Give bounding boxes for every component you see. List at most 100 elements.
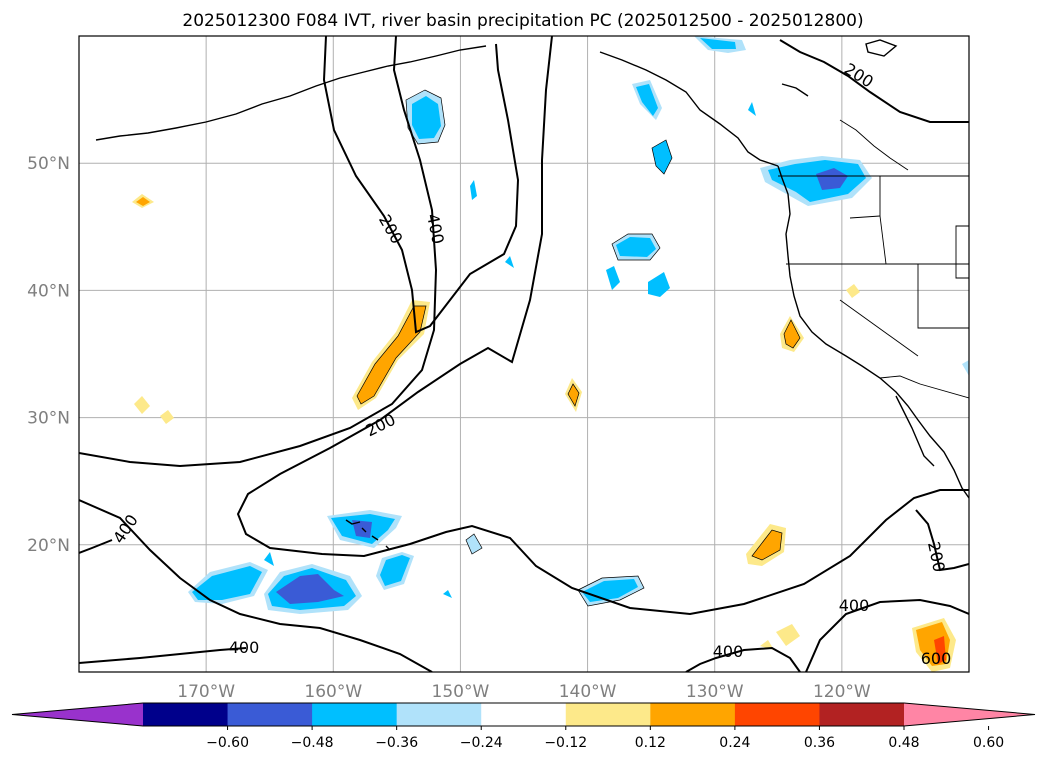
colorbar-segment — [819, 703, 905, 726]
state-border — [955, 225, 969, 279]
colorbar-tick-label: −0.48 — [291, 735, 334, 751]
lon-tick-label: 140°W — [559, 682, 617, 702]
lake-outline — [865, 39, 898, 57]
pos-anomaly-region — [357, 306, 426, 404]
state-border — [839, 299, 919, 357]
neg-strong-region — [816, 168, 848, 190]
pos-anomaly-region — [160, 410, 174, 424]
pos-anomaly-region — [784, 320, 800, 348]
lon-tick-label: 170°W — [177, 682, 235, 702]
anomaly-outlines — [356, 89, 801, 607]
lat-tick-label: 50°N — [27, 154, 70, 174]
neg-anomaly-region — [192, 566, 262, 600]
lon-tick-label: 130°W — [686, 682, 744, 702]
neg-strong-region — [276, 574, 344, 604]
colorbar-segment — [227, 703, 313, 726]
anomaly-outline — [465, 533, 483, 555]
colorbar-extend-low — [12, 703, 143, 726]
ivt-contour-400 — [805, 598, 969, 672]
lat-tick-label: 40°N — [27, 281, 70, 301]
neg-anomaly-region — [616, 237, 656, 257]
colorbar-tick-label: 0.12 — [635, 735, 666, 751]
alaska-bc-coastline — [599, 51, 779, 167]
colorbar-tick-label: 0.24 — [719, 735, 750, 751]
pos-anomaly-region — [776, 624, 800, 646]
lon-tick-label: 120°W — [813, 682, 871, 702]
lon-tick-label: 150°W — [432, 682, 490, 702]
colorbar-outline — [11, 702, 1036, 727]
neg-anomaly-region — [443, 590, 452, 598]
colorbar-tick-label: −0.60 — [206, 735, 249, 751]
colorbar-segment — [650, 703, 736, 726]
neg-anomaly-region — [636, 84, 658, 116]
colorbar-segment — [734, 703, 820, 726]
latitude-labels: 20°N 30°N 40°N 50°N — [27, 154, 70, 556]
pos-anomaly-region — [752, 530, 782, 560]
contour-label: 400 — [229, 638, 260, 657]
anomaly-outline — [783, 319, 801, 349]
neg-strong-region — [352, 520, 372, 538]
anomaly-outline — [567, 383, 580, 407]
neg-anomaly-region — [648, 272, 670, 297]
state-border — [849, 215, 881, 219]
colorbar-tick-label: −0.24 — [460, 735, 503, 751]
colorbar-segment — [565, 703, 651, 726]
province-border — [839, 119, 909, 171]
island-outline — [781, 83, 809, 97]
state-borders — [778, 119, 969, 399]
baja-coastline — [895, 395, 935, 467]
neg-anomaly-region — [380, 555, 410, 586]
lat-tick-label: 20°N — [27, 536, 70, 556]
anomaly-outline — [577, 575, 645, 607]
neg-anomaly-region — [768, 160, 866, 202]
colorbar-tick-label: −0.12 — [544, 735, 587, 751]
anomaly-outline — [356, 305, 427, 405]
neg-anomaly-region — [412, 96, 441, 139]
contour-label: 600 — [921, 649, 952, 668]
pos-strong-region — [934, 636, 946, 664]
anomaly-outline — [405, 89, 446, 145]
map-panel-background — [79, 36, 969, 672]
ivt-contour-200 — [915, 509, 969, 572]
lat-tick-label: 30°N — [27, 409, 70, 429]
map-frame — [78, 35, 970, 673]
ivt-contour-400 — [685, 646, 801, 672]
ivt-contour-200 — [236, 36, 969, 616]
colorbar-segment — [396, 703, 482, 726]
anomaly-outline — [751, 529, 783, 561]
neg-anomaly-region — [748, 102, 756, 116]
colorbar: −0.60 −0.48 −0.36 −0.24 −0.12 0.12 0.24 0.36 0.4… — [11, 702, 1036, 751]
colorbar-tick-label: 0.60 — [973, 735, 1004, 751]
figure-title: 2025012300 F084 IVT, river basin precipi… — [182, 11, 863, 31]
hawaii-islands — [345, 519, 391, 551]
colorbar-extend-high — [904, 703, 1035, 726]
precipitation-pc-shading — [132, 36, 969, 672]
colorbar-segment — [143, 703, 229, 726]
contour-label: 400 — [839, 596, 870, 615]
ivt-contour-200 — [79, 36, 438, 468]
pos-anomaly-region — [846, 284, 860, 298]
us-mexico-border — [879, 375, 969, 399]
us-west-coastline — [777, 165, 969, 499]
ivt-contour-200 — [779, 39, 969, 123]
ivt-contours — [79, 36, 969, 672]
ivt-contour-400 — [79, 539, 113, 554]
ivt-contour-400 — [79, 647, 247, 664]
colorbar-tick-label: 0.36 — [804, 735, 835, 751]
contour-label: 400 — [713, 642, 744, 661]
longitude-labels: 170°W 160°W 150°W 140°W 130°W 120°W — [177, 682, 871, 702]
coastlines — [95, 39, 969, 551]
neg-anomaly-region — [264, 552, 274, 566]
ivt-contour-400 — [79, 499, 433, 672]
colorbar-segment — [312, 703, 398, 726]
pos-anomaly-region — [134, 396, 150, 414]
colorbar-tick-label: 0.48 — [888, 735, 919, 751]
anomaly-outline — [611, 233, 661, 261]
ivt-contour-400 — [322, 36, 520, 334]
neg-anomaly-region — [505, 256, 514, 268]
neg-anomaly-region — [652, 140, 672, 174]
alaska-aleutian-coastline — [95, 45, 487, 141]
pos-anomaly-region — [136, 197, 150, 206]
lon-tick-label: 160°W — [304, 682, 362, 702]
